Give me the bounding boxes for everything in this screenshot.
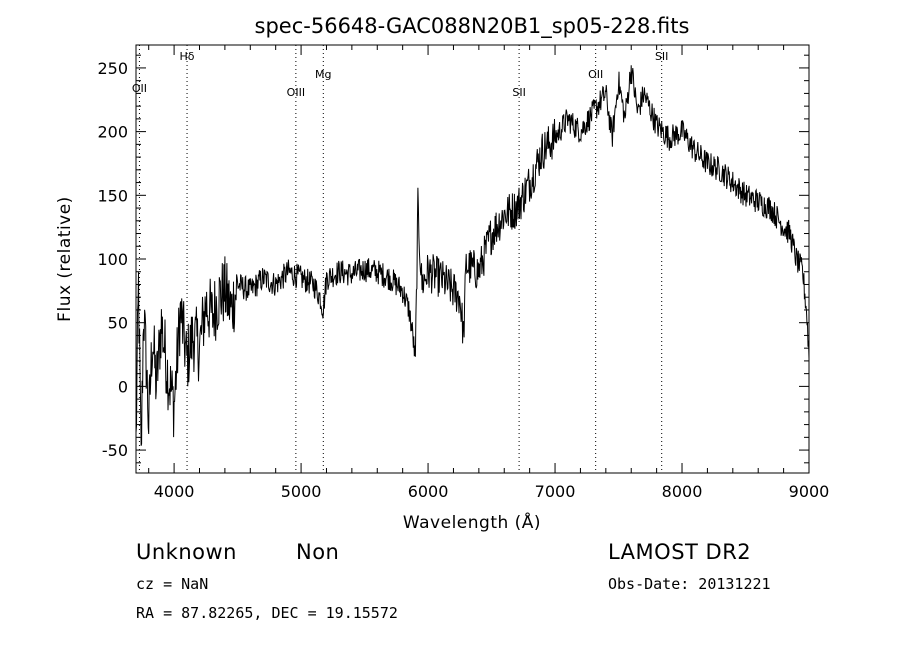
line-marker-label: Hδ xyxy=(180,50,195,63)
y-tick-label: -50 xyxy=(102,441,128,460)
y-tick-label: 200 xyxy=(97,123,128,142)
coordinates: RA = 87.82265, DEC = 19.15572 xyxy=(136,604,398,622)
redshift-cz: cz = NaN xyxy=(136,575,209,593)
x-axis-label: Wavelength (Å) xyxy=(403,511,541,533)
axis-ticks: 4000 5000 6000 7000 8000 9000 -50 0 50 100 150 200 2… xyxy=(97,45,829,501)
line-marker-label: Mg xyxy=(315,68,331,81)
y-tick-label: 100 xyxy=(97,250,128,269)
line-marker-label: SII xyxy=(655,50,668,63)
x-tick-label: 4000 xyxy=(154,482,195,501)
survey-name: LAMOST DR2 xyxy=(608,540,752,564)
emission-line-markers: OII Hδ OIII Mg SII OII SII xyxy=(132,45,668,473)
x-tick-label: 6000 xyxy=(408,482,449,501)
spectral-subclass: Non xyxy=(296,540,340,564)
y-tick-label: 150 xyxy=(97,186,128,205)
x-tick-label: 5000 xyxy=(281,482,322,501)
spectrum-line xyxy=(135,65,810,446)
x-tick-label: 8000 xyxy=(662,482,703,501)
y-tick-label: 50 xyxy=(108,314,128,333)
line-marker-label: OII xyxy=(588,68,603,81)
y-tick-label: 0 xyxy=(118,377,128,396)
y-tick-label: 250 xyxy=(97,59,128,78)
plot-frame xyxy=(135,44,810,474)
observation-date: Obs-Date: 20131221 xyxy=(608,575,771,593)
y-axis-label: Flux (relative) xyxy=(55,196,75,322)
x-tick-label: 7000 xyxy=(535,482,576,501)
line-marker-label: OIII xyxy=(287,86,305,99)
spectral-class: Unknown xyxy=(136,540,237,564)
line-marker-label: SII xyxy=(512,86,525,99)
x-tick-label: 9000 xyxy=(789,482,830,501)
chart-title: spec-56648-GAC088N20B1_sp05-228.fits xyxy=(255,14,690,39)
line-marker-label: OII xyxy=(132,82,147,95)
